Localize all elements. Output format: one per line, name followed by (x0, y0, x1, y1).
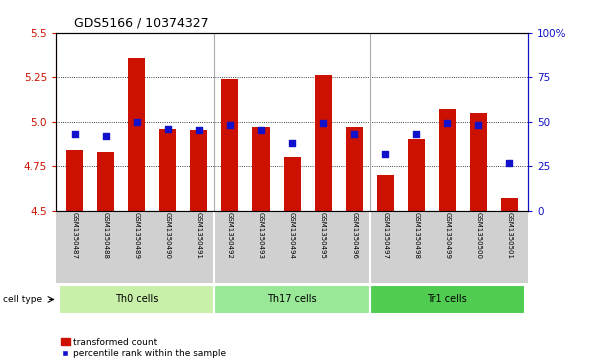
Point (256, 127, 266, 133)
Text: GDS5166 / 10374327: GDS5166 / 10374327 (74, 16, 208, 29)
Point (70, 131, 80, 137)
Bar (376, 175, 394, 211)
Text: GSM1350493: GSM1350493 (258, 212, 264, 259)
Point (381, 151, 390, 156)
Bar (408, 139, 425, 211)
Point (225, 122, 235, 128)
Bar (97, 152, 114, 211)
Point (163, 126, 172, 132)
Bar (66, 150, 83, 211)
Bar (439, 109, 456, 211)
Bar (214, 285, 370, 314)
Text: cell type: cell type (3, 295, 42, 304)
Text: GSM1350491: GSM1350491 (196, 212, 202, 259)
Point (194, 127, 204, 133)
Point (474, 122, 483, 128)
Text: GSM1350490: GSM1350490 (165, 212, 171, 259)
Bar (128, 58, 145, 211)
Text: GSM1350499: GSM1350499 (444, 212, 450, 259)
Text: GSM1350496: GSM1350496 (351, 212, 357, 259)
Text: GSM1350495: GSM1350495 (320, 212, 326, 259)
Bar (501, 198, 518, 211)
Bar (346, 127, 363, 211)
Bar (191, 130, 208, 211)
Bar (253, 127, 270, 211)
Text: Tr1 cells: Tr1 cells (427, 294, 467, 305)
Text: Th0 cells: Th0 cells (115, 294, 159, 305)
Bar (284, 157, 300, 211)
Point (101, 133, 110, 139)
Text: GSM1350497: GSM1350497 (382, 212, 388, 259)
Point (442, 121, 452, 126)
Text: GSM1350500: GSM1350500 (476, 212, 481, 259)
Bar (159, 129, 176, 211)
Text: GSM1350488: GSM1350488 (103, 212, 109, 259)
Bar (370, 285, 525, 314)
Text: GSM1350501: GSM1350501 (506, 212, 513, 259)
Legend: transformed count, percentile rank within the sample: transformed count, percentile rank withi… (61, 338, 227, 359)
Text: GSM1350489: GSM1350489 (134, 212, 140, 259)
Text: GSM1350487: GSM1350487 (71, 212, 78, 259)
Text: Th17 cells: Th17 cells (267, 294, 317, 305)
Text: GSM1350494: GSM1350494 (289, 212, 295, 259)
Point (287, 140, 297, 146)
Point (412, 131, 421, 137)
Point (132, 119, 142, 125)
Point (319, 121, 328, 126)
Point (349, 131, 359, 137)
Bar (470, 113, 487, 211)
Bar (59, 285, 214, 314)
Text: GSM1350492: GSM1350492 (227, 212, 233, 259)
Text: GSM1350498: GSM1350498 (413, 212, 419, 259)
Bar (314, 76, 332, 211)
Point (504, 160, 514, 166)
Bar (221, 79, 238, 211)
